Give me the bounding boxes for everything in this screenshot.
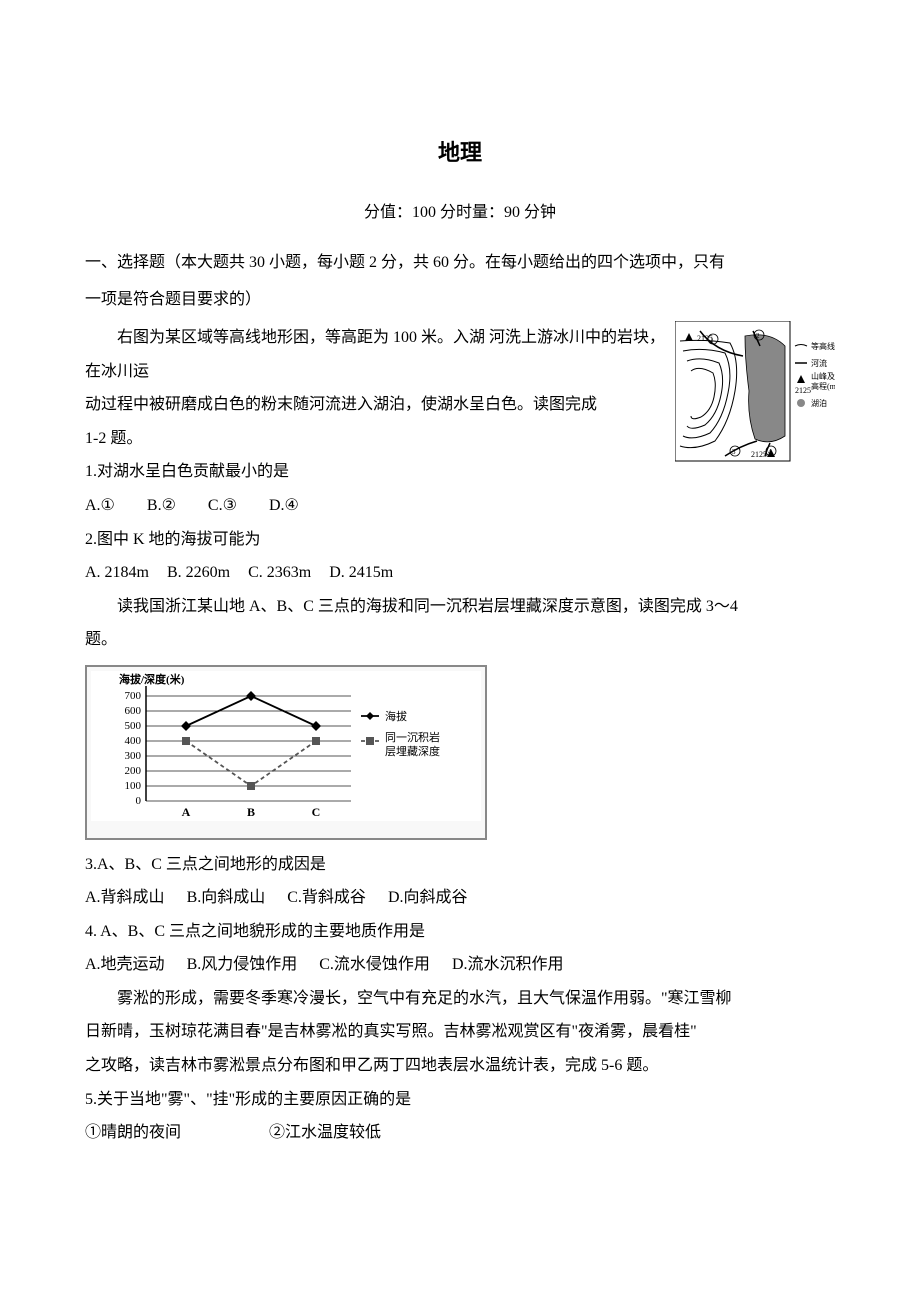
q5-stem: 5.关于当地"雾"、"挂"形成的主要原因正确的是 (85, 1083, 835, 1117)
contour-map-figure: 2125 2125 1 2 3 4 等高线 河流 2125 山峰及 高程(m) … (675, 321, 835, 504)
svg-text:700: 700 (125, 690, 142, 702)
q4-stem: 4. A、B、C 三点之间地貌形成的主要地质作用是 (85, 915, 835, 949)
section-intro-line1: 一、选择题（本大题共 30 小题，每小题 2 分，共 60 分。在每小题给出的四… (85, 246, 835, 280)
svg-text:层埋藏深度: 层埋藏深度 (385, 744, 440, 758)
q5-opt-2: ②江水温度较低 (269, 1124, 381, 1141)
svg-text:300: 300 (125, 750, 142, 762)
svg-text:海拔: 海拔 (385, 709, 407, 723)
svg-text:1: 1 (710, 336, 714, 344)
q4-opt-a: A.地壳运动 (85, 956, 165, 973)
passage2-line1: 读我国浙江某山地 A、B、C 三点的海拔和同一沉积岩层埋藏深度示意图，读图完成 … (85, 590, 835, 624)
passage3-line1: 雾淞的形成，需要冬季寒冷漫长，空气中有充足的水汽，且大气保温作用弱。"寒江雪柳 (85, 982, 835, 1016)
q3-options: A.背斜成山 B.向斜成山 C.背斜成谷 D.向斜成谷 (85, 881, 835, 915)
elevation-chart: 海拔/深度(米) 700 600 500 400 300 200 100 0 A (85, 665, 487, 840)
svg-text:A: A (182, 805, 191, 819)
svg-text:B: B (247, 805, 255, 819)
q2-opt-d: D. 2415m (329, 564, 393, 581)
q4-options: A.地壳运动 B.风力侵蚀作用 C.流水侵蚀作用 D.流水沉积作用 (85, 948, 835, 982)
q2-opt-a: A. 2184m (85, 564, 149, 581)
q3-stem: 3.A、B、C 三点之间地形的成因是 (85, 848, 835, 882)
svg-text:600: 600 (125, 705, 142, 717)
section-intro-line2: 一项是符合题目要求的） (85, 283, 835, 317)
q4-opt-b: B.风力侵蚀作用 (187, 956, 298, 973)
svg-text:C: C (312, 805, 321, 819)
svg-text:2125: 2125 (795, 386, 811, 395)
q1-opt-d: D.④ (269, 497, 299, 514)
q1-opt-c: C.③ (208, 497, 237, 514)
q3-opt-b: B.向斜成山 (187, 889, 266, 906)
svg-text:3: 3 (732, 448, 736, 456)
q1-opt-b: B.② (147, 497, 176, 514)
q2-opt-b: B. 2260m (167, 564, 230, 581)
svg-text:2125: 2125 (751, 450, 767, 459)
svg-text:高程(m): 高程(m) (811, 381, 835, 391)
q2-stem: 2.图中 K 地的海拔可能为 (85, 523, 835, 557)
q4-opt-c: C.流水侵蚀作用 (319, 956, 430, 973)
q3-opt-d: D.向斜成谷 (388, 889, 468, 906)
q2-options: A. 2184m B. 2260m C. 2363m D. 2415m (85, 556, 835, 590)
svg-text:400: 400 (125, 735, 142, 747)
svg-text:海拔/深度(米): 海拔/深度(米) (119, 672, 185, 686)
svg-text:同一沉积岩: 同一沉积岩 (385, 730, 440, 744)
svg-text:200: 200 (125, 765, 142, 777)
svg-text:0: 0 (136, 795, 142, 807)
q3-opt-c: C.背斜成谷 (287, 889, 366, 906)
svg-text:500: 500 (125, 720, 142, 732)
q4-opt-d: D.流水沉积作用 (452, 956, 564, 973)
svg-text:100: 100 (125, 780, 142, 792)
q5-opt-1: ①晴朗的夜间 (85, 1116, 265, 1150)
passage3-line2: 日新晴，玉树琼花满目春"是吉林雾凇的真实写照。吉林雾凇观赏区有"夜淆雾，晨看桂" (85, 1015, 835, 1049)
page-title: 地理 (85, 130, 835, 176)
q1-opt-a: A.① (85, 497, 115, 514)
q3-opt-a: A.背斜成山 (85, 889, 165, 906)
svg-text:河流: 河流 (811, 358, 827, 368)
q5-options-line1: ①晴朗的夜间 ②江水温度较低 (85, 1116, 835, 1150)
q2-opt-c: C. 2363m (248, 564, 311, 581)
svg-text:2: 2 (756, 332, 760, 340)
passage2-line2: 题。 (85, 623, 835, 657)
svg-text:4: 4 (768, 448, 772, 456)
page-subtitle: 分值：100 分时量：90 分钟 (85, 196, 835, 230)
svg-text:山峰及: 山峰及 (811, 371, 835, 381)
svg-text:湖泊: 湖泊 (811, 398, 827, 408)
svg-text:等高线: 等高线 (811, 341, 835, 351)
passage3-line3: 之攻略，读吉林市雾淞景点分布图和甲乙两丁四地表层水温统计表，完成 5-6 题。 (85, 1049, 835, 1083)
